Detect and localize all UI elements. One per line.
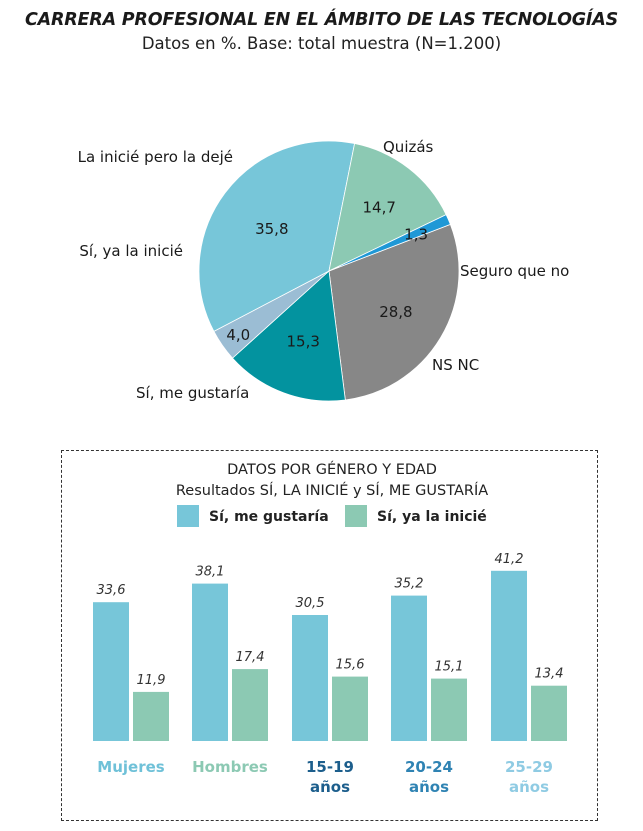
page-subtitle: Datos en %. Base: total muestra (N=1.200… xyxy=(141,34,502,53)
pie-value-label: 15,3 xyxy=(286,333,319,351)
category-label-line2: años xyxy=(310,778,350,796)
page-title: CARRERA PROFESIONAL EN EL ÁMBITO DE LAS … xyxy=(25,10,618,30)
pie-slice xyxy=(328,223,460,401)
bar-chart-frame xyxy=(61,450,598,821)
category-label-line2: años xyxy=(509,778,549,796)
bar-value-label: 13,4 xyxy=(535,667,564,682)
category-label: Hombres xyxy=(192,758,268,776)
pie-slice-label: La inicié pero la dejé xyxy=(78,148,233,166)
pie-slice-label: Sí, me gustaría xyxy=(136,384,249,402)
pie-slice xyxy=(328,214,451,272)
pie-slice-label: Quizás xyxy=(383,138,434,156)
bar xyxy=(332,676,368,741)
bar xyxy=(431,678,467,741)
pie-slice xyxy=(231,270,346,402)
pie-slice xyxy=(328,143,447,272)
pie-chart: 28,8 15,3 4,0 35,8 14,7 1,3 Quizás Seguro que … xyxy=(78,138,570,402)
bar xyxy=(292,615,328,741)
bar xyxy=(531,685,567,741)
pie-value-label: 14,7 xyxy=(362,198,395,216)
bar xyxy=(133,691,169,741)
category-label: 15-19 xyxy=(306,758,354,776)
pie-slice-label: Sí, ya la inicié xyxy=(79,242,183,260)
legend-label: Sí, me gustaría xyxy=(209,509,329,525)
pie-value-label: 4,0 xyxy=(226,326,250,344)
category-label: 20-24 xyxy=(405,758,453,776)
legend-swatch xyxy=(177,505,199,527)
pie-value-label: 35,8 xyxy=(255,220,288,238)
legend-label: Sí, ya la inicié xyxy=(377,509,487,525)
bar-value-label: 15,1 xyxy=(435,660,464,675)
bar-chart-title: DATOS POR GÉNERO Y EDAD xyxy=(227,461,437,478)
category-label: Mujeres xyxy=(97,758,164,776)
bar-value-label: 11,9 xyxy=(137,673,166,688)
pie-value-label: 28,8 xyxy=(379,303,412,321)
pie-slice-label: NS NC xyxy=(432,356,479,374)
bar-value-label: 30,5 xyxy=(296,596,325,611)
bar xyxy=(491,570,527,741)
category-label: 25-29 xyxy=(505,758,553,776)
category-label-line2: años xyxy=(409,778,449,796)
bar-value-label: 15,6 xyxy=(336,658,365,673)
bar-value-label: 35,2 xyxy=(395,577,424,592)
bar-value-label: 41,2 xyxy=(495,552,524,567)
bar xyxy=(232,669,268,741)
bar-chart-subtitle: Resultados SÍ, LA INICIÉ y SÍ, ME GUSTAR… xyxy=(176,482,488,499)
bar-value-label: 33,6 xyxy=(97,583,126,598)
bar xyxy=(192,583,228,741)
legend-swatch xyxy=(345,505,367,527)
pie-value-label: 1,3 xyxy=(404,225,428,243)
pie-slice-label: Seguro que no xyxy=(460,262,569,280)
pie-slice xyxy=(198,140,356,332)
bar xyxy=(93,602,129,741)
bar-value-label: 17,4 xyxy=(236,650,265,665)
bar xyxy=(391,595,427,741)
bar-value-label: 38,1 xyxy=(196,565,225,580)
